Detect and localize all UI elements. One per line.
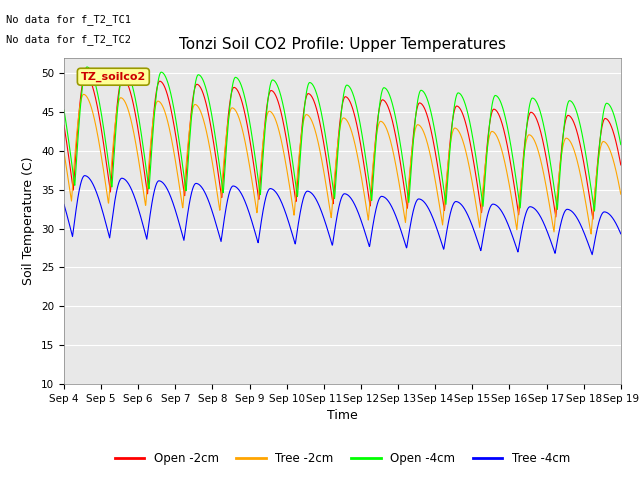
Open -4cm (216, 163, 223, 169)
Open -2cm (568, 116, 575, 121)
Tree -2cm (80, 92, 88, 97)
Title: Tonzi Soil CO2 Profile: Upper Temperatures: Tonzi Soil CO2 Profile: Upper Temperatur… (179, 37, 506, 52)
Open -4cm (371, 155, 379, 161)
Open -2cm (584, 180, 591, 186)
Open -2cm (359, 154, 367, 159)
Y-axis label: Soil Temperature (C): Soil Temperature (C) (22, 156, 35, 285)
Line: Open -4cm: Open -4cm (64, 67, 621, 211)
Open -4cm (591, 208, 598, 214)
Tree -4cm (359, 222, 367, 228)
Text: TZ_soilco2: TZ_soilco2 (81, 72, 146, 82)
Open -4cm (83, 64, 91, 70)
Open -4cm (60, 107, 68, 113)
Open -4cm (584, 161, 591, 167)
Open -4cm (504, 129, 512, 135)
Tree -4cm (584, 238, 591, 244)
Open -2cm (216, 180, 223, 185)
Line: Tree -2cm: Tree -2cm (64, 95, 621, 234)
Tree -2cm (504, 177, 512, 183)
Line: Tree -4cm: Tree -4cm (64, 176, 621, 255)
Tree -4cm (617, 231, 625, 237)
Tree -4cm (504, 222, 512, 228)
Open -2cm (371, 145, 379, 151)
Tree -2cm (568, 142, 575, 147)
Open -4cm (359, 135, 367, 141)
Tree -4cm (216, 233, 223, 239)
Text: No data for f_T2_TC1: No data for f_T2_TC1 (6, 14, 131, 25)
Open -2cm (589, 216, 596, 222)
Tree -2cm (584, 209, 591, 215)
Open -2cm (504, 148, 512, 154)
Tree -2cm (588, 231, 595, 237)
Line: Open -2cm: Open -2cm (64, 75, 621, 219)
Text: No data for f_T2_TC2: No data for f_T2_TC2 (6, 34, 131, 45)
Tree -4cm (60, 202, 68, 207)
Tree -4cm (371, 212, 379, 218)
Open -2cm (60, 122, 68, 128)
Tree -2cm (371, 145, 379, 151)
Open -4cm (617, 142, 625, 147)
Open -2cm (617, 162, 625, 168)
Legend: Open -2cm, Tree -2cm, Open -4cm, Tree -4cm: Open -2cm, Tree -2cm, Open -4cm, Tree -4… (110, 447, 575, 469)
Open -4cm (568, 99, 575, 105)
Tree -4cm (588, 252, 596, 258)
X-axis label: Time: Time (327, 409, 358, 422)
Tree -4cm (568, 208, 575, 214)
Tree -4cm (81, 173, 88, 179)
Open -2cm (81, 72, 89, 78)
Tree -2cm (60, 149, 68, 155)
Tree -2cm (359, 181, 367, 187)
Tree -2cm (216, 205, 223, 211)
Tree -2cm (617, 192, 625, 197)
